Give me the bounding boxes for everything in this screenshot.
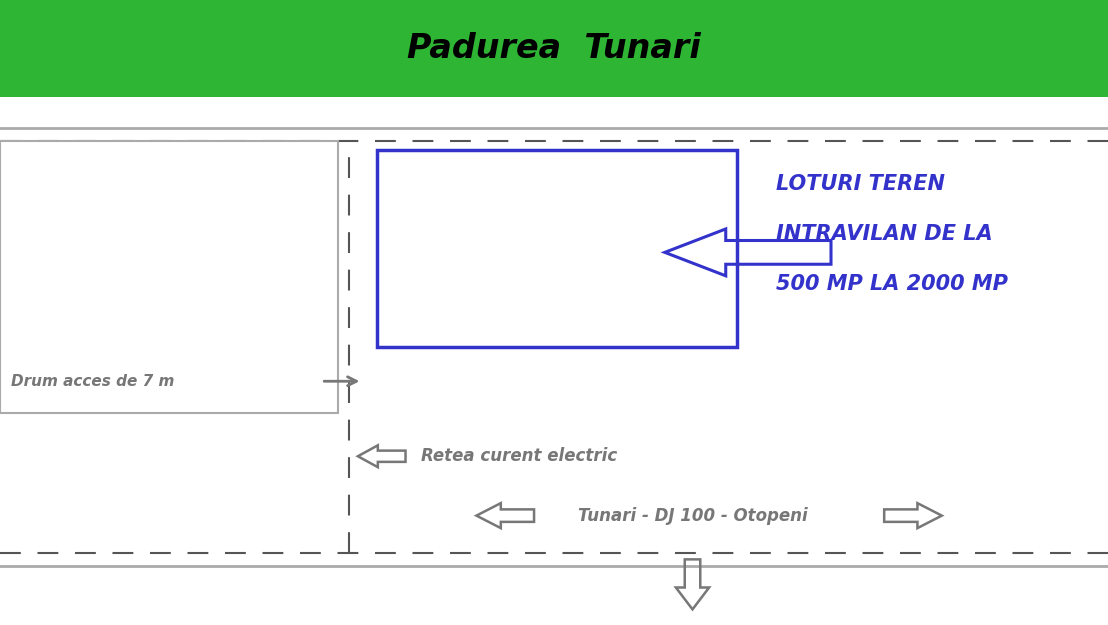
Bar <box>0 0 1108 97</box>
Bar <box>0 141 338 413</box>
Text: 500 MP LA 2000 MP: 500 MP LA 2000 MP <box>776 274 1007 294</box>
Text: Tunari - DJ 100 - Otopeni: Tunari - DJ 100 - Otopeni <box>577 507 808 524</box>
Text: LOTURI TEREN: LOTURI TEREN <box>776 174 945 194</box>
Text: Padurea  Tunari: Padurea Tunari <box>407 32 701 65</box>
Bar <box>377 150 737 347</box>
Text: Drum acces de 7 m: Drum acces de 7 m <box>11 374 174 389</box>
Text: INTRAVILAN DE LA: INTRAVILAN DE LA <box>776 224 993 244</box>
Text: Retea curent electric: Retea curent electric <box>421 448 617 465</box>
